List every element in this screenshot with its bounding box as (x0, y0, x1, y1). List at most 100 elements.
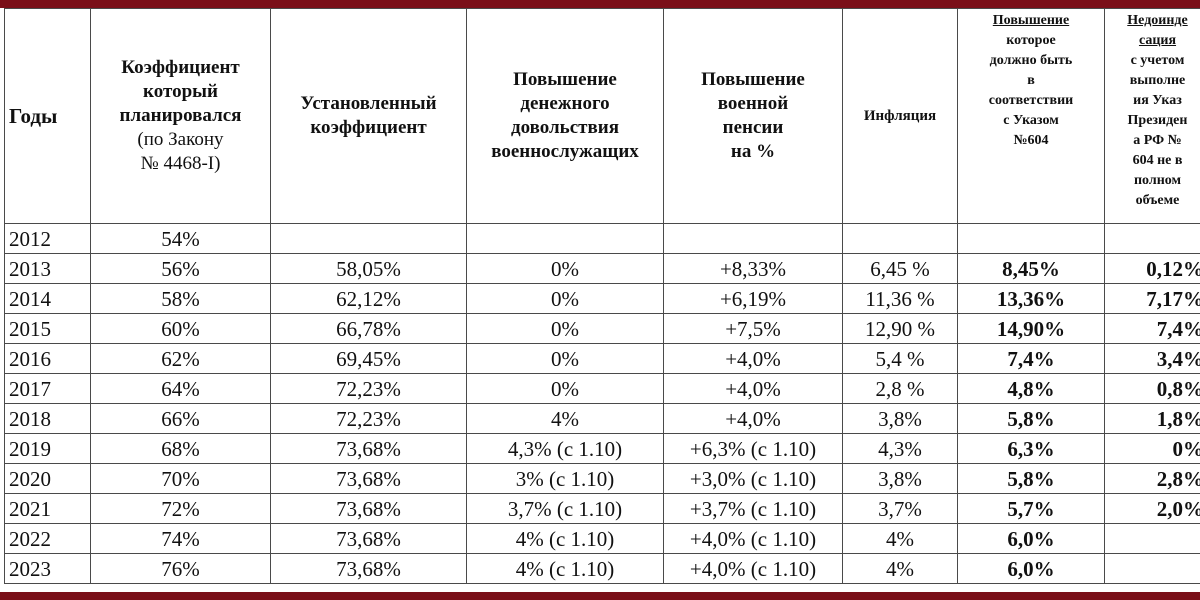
cell-decree-increase: 13,36% (957, 283, 1105, 314)
cell-allowance-increase: 4% (с 1.10) (466, 553, 664, 584)
header-pension-line-4: на % (730, 141, 776, 162)
header-underindex-line-2: сация (1138, 33, 1177, 48)
cell-inflation: 4,3% (842, 433, 958, 464)
header-underindex-line-10: объеме (1135, 193, 1180, 208)
cell-pension-increase: +4,0% (663, 343, 843, 374)
cell-pension-increase: +3,0% (с 1.10) (663, 463, 843, 494)
cell-allowance-increase: 4% (с 1.10) (466, 523, 664, 554)
header-pension-line-1: Повышение (701, 69, 805, 90)
cell-underindexation: 1,8% (1104, 403, 1200, 434)
header-decree-line-1: Повышение (992, 13, 1070, 28)
header-decree-line-2: которое (1006, 33, 1056, 48)
cell-pension-increase: +8,33% (663, 253, 843, 284)
cell-pension-increase: +6,19% (663, 283, 843, 314)
header-planned-line-1: Коэффициент (121, 57, 240, 78)
header-underindexation: Недоинде сация с учетом выполне ия Указ … (1104, 8, 1200, 224)
header-decree-line-4: в (1027, 73, 1035, 88)
cell-planned-coefficient: 56% (90, 253, 271, 284)
cell-planned-coefficient: 58% (90, 283, 271, 314)
table-row: 2013 56% 58,05% 0% +8,33% 6,45 % 8,45% 0,12% (4, 253, 1200, 284)
cell-year: 2012 (4, 223, 91, 254)
cell-allowance-increase: 0% (466, 343, 664, 374)
cell-set-coefficient: 62,12% (270, 283, 467, 314)
header-inflation: Инфляция (842, 8, 958, 224)
cell-planned-coefficient: 60% (90, 313, 271, 344)
cell-allowance-increase: 0% (466, 313, 664, 344)
cell-year: 2020 (4, 463, 91, 494)
cell-allowance-increase (466, 223, 664, 254)
cell-pension-increase: +4,0% (с 1.10) (663, 553, 843, 584)
header-year-text: Годы (9, 104, 58, 128)
header-underindex-line-7: а РФ № (1133, 133, 1182, 148)
cell-underindexation: 7,4% (1104, 313, 1200, 344)
table-row: 2014 58% 62,12% 0% +6,19% 11,36 % 13,36% 7,17% (4, 283, 1200, 314)
cell-inflation: 12,90 % (842, 313, 958, 344)
cell-inflation: 3,7% (842, 493, 958, 524)
header-underindex-line-1: Недоинде (1127, 13, 1188, 28)
header-decree-line-3: должно быть (989, 53, 1073, 68)
cell-allowance-increase: 4% (466, 403, 664, 434)
header-underindex-line-8: 604 не в (1132, 153, 1183, 168)
cell-underindexation (1104, 523, 1200, 554)
cell-allowance-increase: 3,7% (с 1.10) (466, 493, 664, 524)
cell-allowance-increase: 3% (с 1.10) (466, 463, 664, 494)
cell-set-coefficient: 72,23% (270, 373, 467, 404)
cell-year: 2015 (4, 313, 91, 344)
cell-year: 2022 (4, 523, 91, 554)
header-underindex-line-9: полном (1133, 173, 1182, 188)
header-pension-increase: Повышение военной пенсии на % (663, 8, 843, 224)
cell-set-coefficient: 58,05% (270, 253, 467, 284)
cell-year: 2021 (4, 493, 91, 524)
cell-decree-increase: 6,3% (957, 433, 1105, 464)
cell-pension-increase: +4,0% (663, 403, 843, 434)
cell-decree-increase: 8,45% (957, 253, 1105, 284)
cell-planned-coefficient: 54% (90, 223, 271, 254)
header-allowance-increase: Повышение денежного довольствия военносл… (466, 8, 664, 224)
cell-year: 2013 (4, 253, 91, 284)
cell-set-coefficient: 73,68% (270, 553, 467, 584)
cell-underindexation: 3,4% (1104, 343, 1200, 374)
cell-inflation: 3,8% (842, 463, 958, 494)
header-planned-line-2: который (143, 81, 218, 102)
header-planned-line-5: № 4468-I) (140, 153, 221, 174)
cell-set-coefficient: 72,23% (270, 403, 467, 434)
cell-allowance-increase: 0% (466, 283, 664, 314)
document-sheet: Годы Коэффициент который планировался (п… (0, 8, 1200, 592)
cell-year: 2014 (4, 283, 91, 314)
cell-planned-coefficient: 74% (90, 523, 271, 554)
cell-planned-coefficient: 62% (90, 343, 271, 374)
cell-set-coefficient: 73,68% (270, 523, 467, 554)
cell-planned-coefficient: 76% (90, 553, 271, 584)
header-planned-coefficient: Коэффициент который планировался (по Зак… (90, 8, 271, 224)
cell-set-coefficient (270, 223, 467, 254)
cell-inflation: 4% (842, 523, 958, 554)
cell-planned-coefficient: 70% (90, 463, 271, 494)
header-planned-line-4: (по Закону (137, 129, 224, 150)
table-row: 2016 62% 69,45% 0% +4,0% 5,4 % 7,4% 3,4% (4, 343, 1200, 374)
cell-underindexation: 0% (1104, 433, 1200, 464)
header-pension-line-3: пенсии (722, 117, 784, 138)
table-row: 2018 66% 72,23% 4% +4,0% 3,8% 5,8% 1,8% (4, 403, 1200, 434)
cell-year: 2023 (4, 553, 91, 584)
cell-set-coefficient: 73,68% (270, 463, 467, 494)
cell-decree-increase: 5,8% (957, 463, 1105, 494)
cell-decree-increase: 14,90% (957, 313, 1105, 344)
cell-inflation: 4% (842, 553, 958, 584)
cell-pension-increase: +6,3% (с 1.10) (663, 433, 843, 464)
cell-pension-increase: +3,7% (с 1.10) (663, 493, 843, 524)
cell-planned-coefficient: 64% (90, 373, 271, 404)
table-row: 2020 70% 73,68% 3% (с 1.10) +3,0% (с 1.10) 3,… (4, 463, 1200, 494)
cell-decree-increase: 6,0% (957, 523, 1105, 554)
cell-underindexation: 2,8% (1104, 463, 1200, 494)
table-body: 2012 54% 2013 56% 58,05% 0% +8,33% 6,45 % 8,45% 0… (4, 223, 1200, 584)
cell-inflation: 6,45 % (842, 253, 958, 284)
header-year: Годы (4, 8, 91, 224)
header-allowance-line-4: военнослужащих (491, 141, 639, 162)
cell-year: 2018 (4, 403, 91, 434)
header-set-line-1: Установленный (300, 93, 437, 114)
cell-pension-increase (663, 223, 843, 254)
header-underindex-line-3: с учетом (1130, 53, 1185, 68)
table-row: 2022 74% 73,68% 4% (с 1.10) +4,0% (с 1.10) 4%… (4, 523, 1200, 554)
header-row: Годы Коэффициент который планировался (п… (4, 8, 1200, 224)
header-planned-line-3: планировался (119, 105, 242, 126)
